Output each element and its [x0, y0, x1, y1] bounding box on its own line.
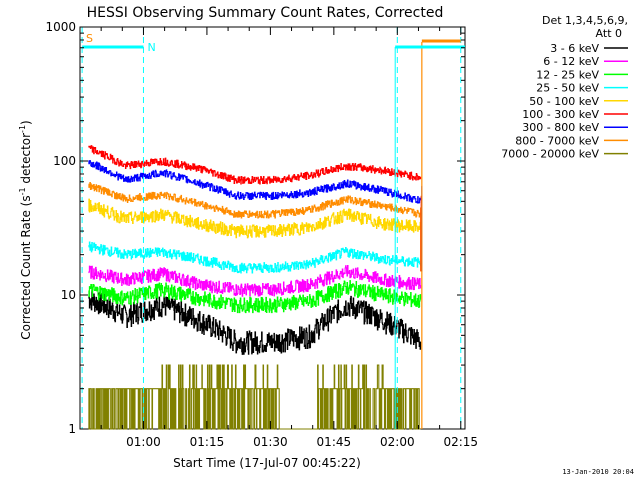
- series-line-800-7000-kev: [88, 182, 422, 219]
- y-axis-label-part3: ): [19, 120, 33, 125]
- legend-label: 100 - 300 keV: [522, 108, 599, 121]
- legend-label: 50 - 100 keV: [529, 95, 599, 108]
- x-tick-label: 01:45: [317, 435, 352, 449]
- y-axis-label-part2: detector: [19, 133, 33, 188]
- x-tick-label: 01:15: [190, 435, 225, 449]
- y-tick-label: 1000: [45, 20, 76, 34]
- legend-label: 6 - 12 keV: [543, 55, 599, 68]
- x-tick-label: 02:15: [443, 435, 478, 449]
- series-line-3-6-kev: [88, 290, 422, 355]
- series-line-7000-20000-kev: [88, 364, 421, 430]
- y-tick-label: 1: [68, 422, 76, 436]
- y-axis-label-part1: Corrected Count Rate (s: [19, 195, 33, 339]
- legend-header-line2: Att 0: [596, 27, 622, 40]
- series-line-50-100-kev: [88, 198, 422, 239]
- y-axis-label-sup2: -1: [18, 125, 27, 133]
- x-axis-label: Start Time (17-Jul-07 00:45:22): [173, 456, 361, 470]
- legend-label: 7000 - 20000 keV: [501, 148, 599, 161]
- series-line-300-800-kev: [88, 160, 422, 204]
- series-line-12-25-kev: [88, 280, 422, 314]
- legend-label: 25 - 50 keV: [536, 82, 599, 95]
- legend-label: 800 - 7000 keV: [515, 134, 599, 147]
- y-axis-label-sup1: -1: [18, 187, 27, 195]
- legend-header-line1: Det 1,3,4,5,6,9,: [542, 14, 628, 27]
- marker-n-label: N: [147, 41, 155, 54]
- y-axis-label: Corrected Count Rate (s-1 detector-1): [18, 120, 33, 339]
- x-tick-label: 01:00: [126, 435, 161, 449]
- y-tick-label: 100: [53, 154, 76, 168]
- series-line-100-300-kev: [88, 145, 422, 185]
- x-tick-label: 02:00: [380, 435, 415, 449]
- legend-label: 3 - 6 keV: [550, 42, 599, 55]
- x-tick-label: 01:30: [253, 435, 288, 449]
- chart-title: HESSI Observing Summary Count Rates, Cor…: [87, 5, 444, 21]
- series-line-25-50-kev: [88, 241, 422, 274]
- date-stamp: 13-Jan-2010 20:04: [562, 468, 634, 476]
- legend-label: 12 - 25 keV: [536, 68, 599, 81]
- y-tick-label: 10: [61, 288, 76, 302]
- marker-s-label: S: [86, 32, 93, 45]
- legend-label: 300 - 800 keV: [522, 121, 599, 134]
